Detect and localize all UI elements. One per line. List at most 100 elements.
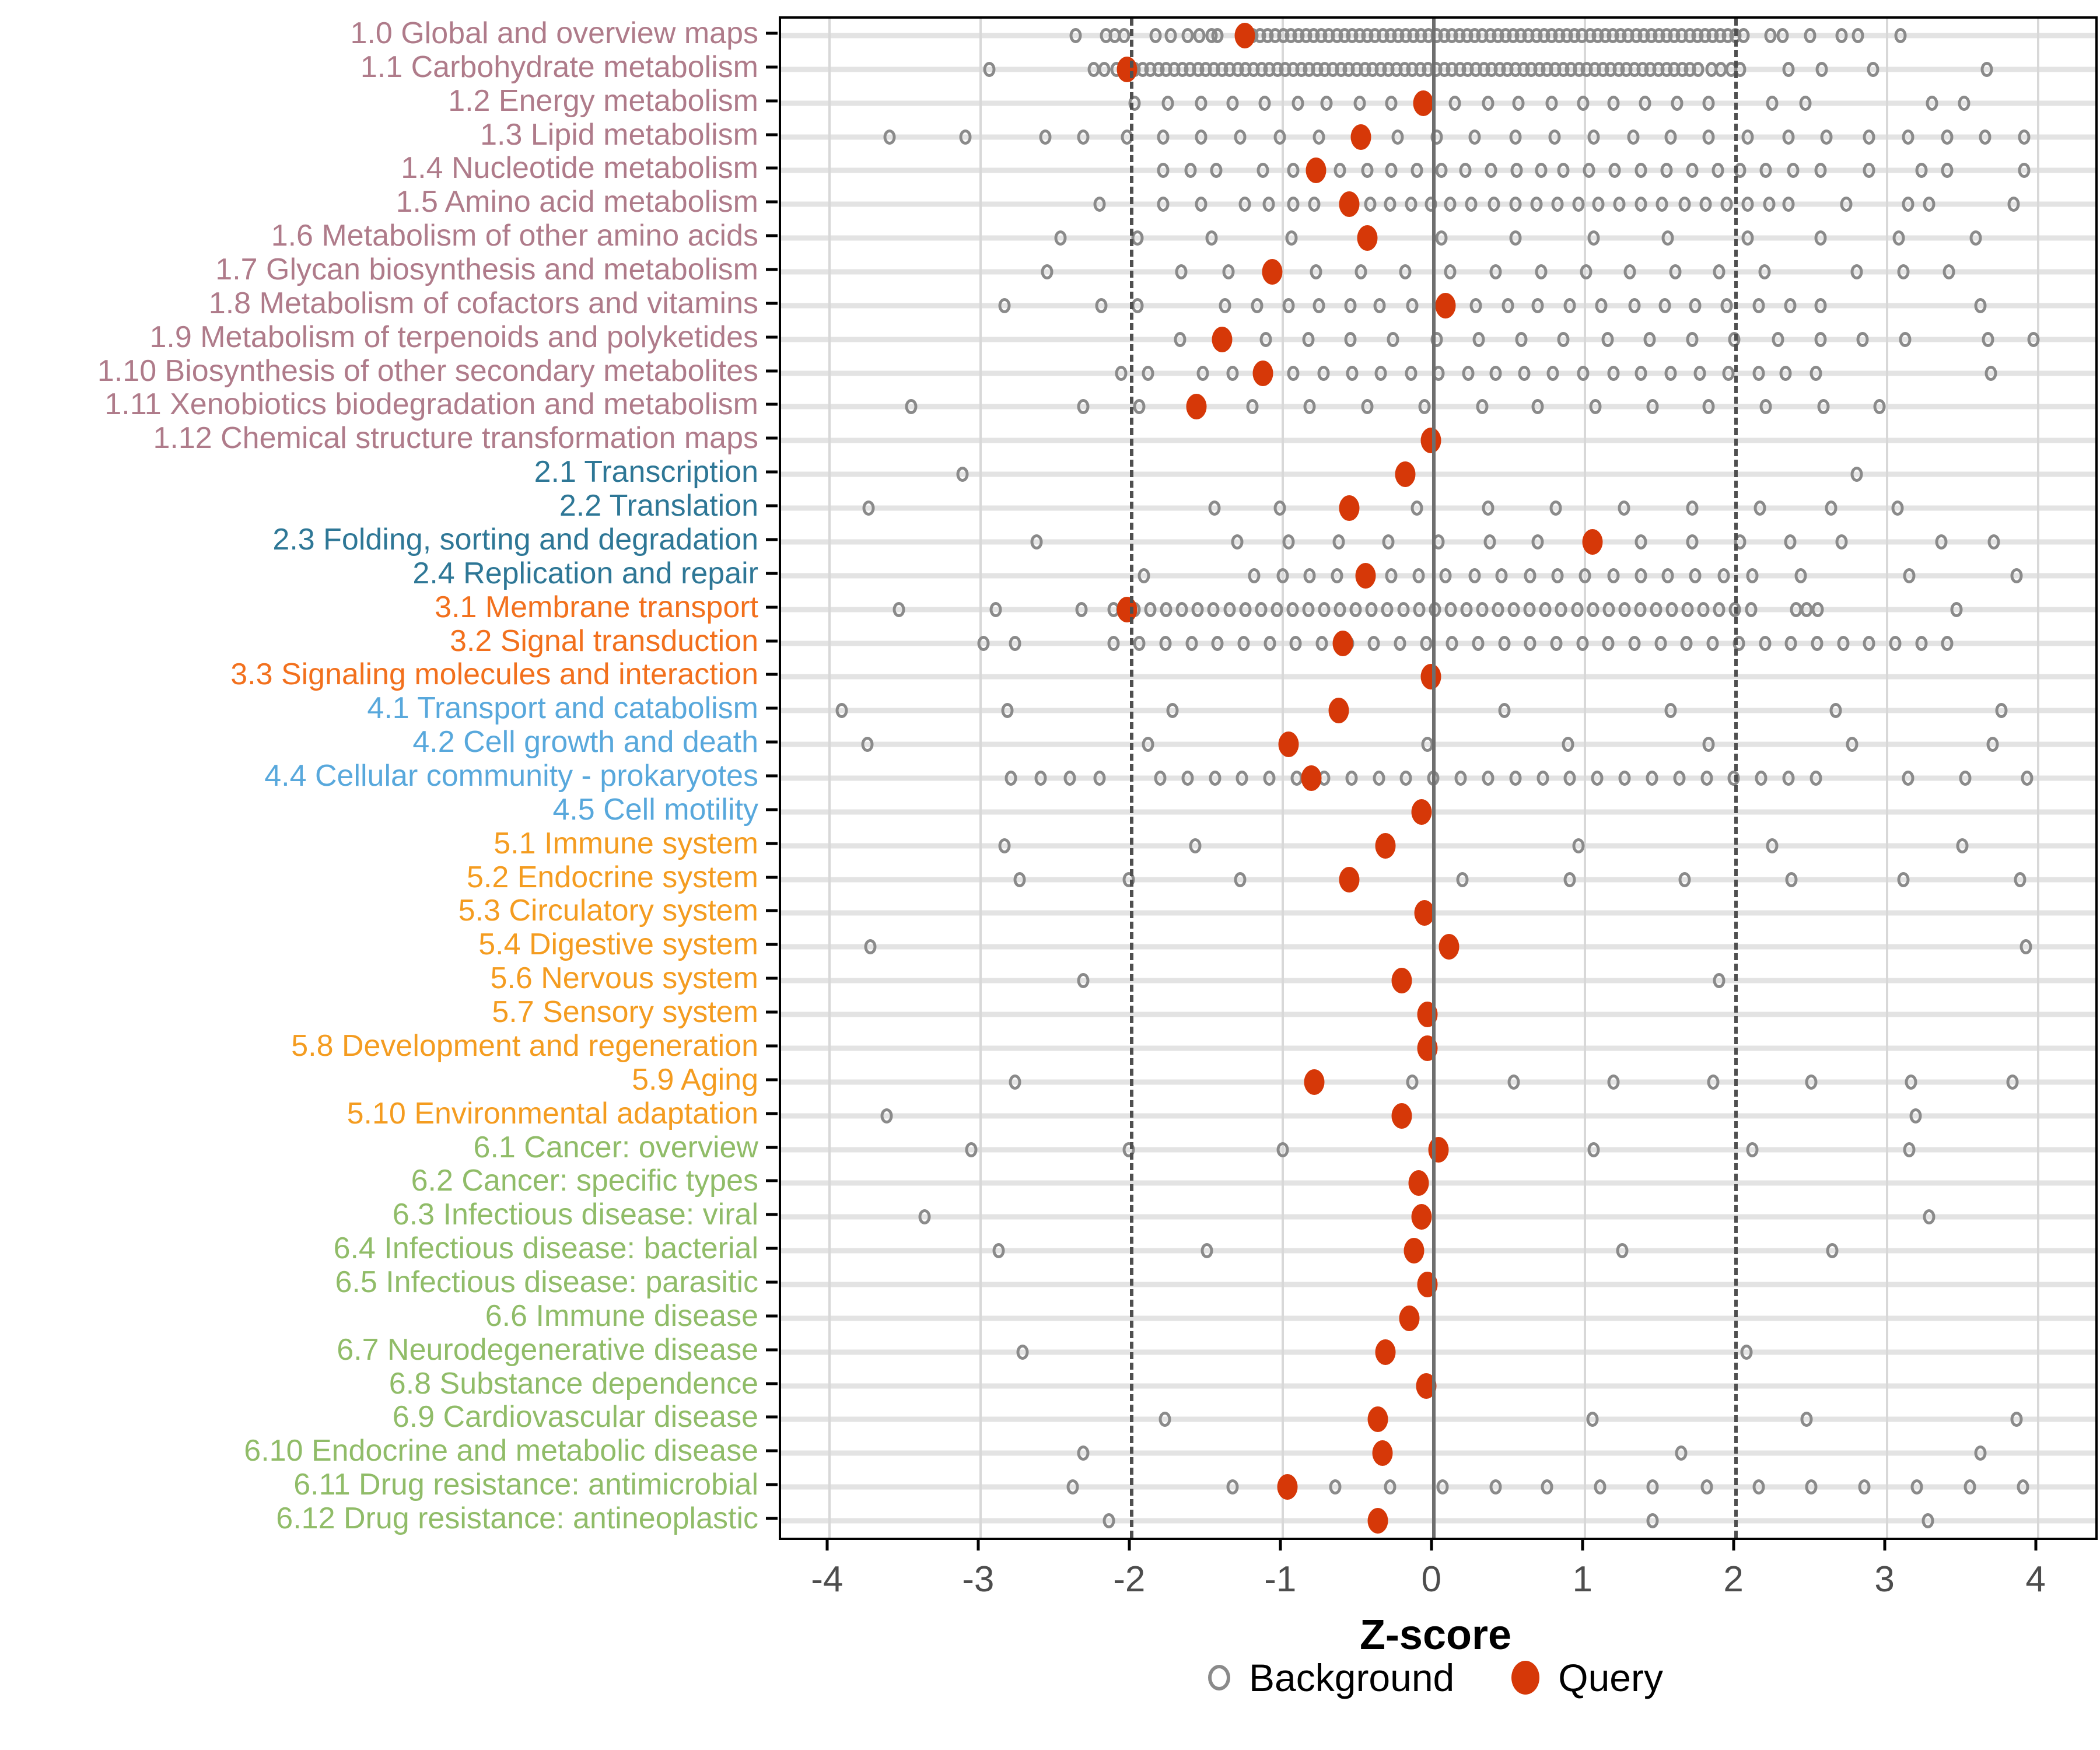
row-guide-line — [781, 1315, 2095, 1321]
background-dot — [1915, 163, 1928, 178]
background-dot — [1374, 365, 1387, 381]
background-dot — [1251, 298, 1264, 313]
background-dot — [1982, 331, 1994, 347]
background-dot — [1634, 601, 1647, 617]
background-dot — [1142, 365, 1154, 381]
background-dot — [1515, 331, 1528, 347]
y-axis-tick — [766, 335, 778, 339]
background-dot — [977, 635, 990, 651]
background-dot — [1009, 635, 1021, 651]
background-dot — [1535, 163, 1548, 178]
background-dot — [1282, 534, 1295, 550]
background-dot — [1746, 1142, 1759, 1157]
y-axis-label: 6.2 Cancer: specific types — [411, 1164, 758, 1198]
background-dot — [1980, 61, 1993, 77]
background-dot — [1531, 399, 1544, 415]
query-dot — [1395, 461, 1416, 488]
background-dot — [1713, 264, 1726, 279]
background-dot — [1974, 298, 1987, 313]
background-dot — [1292, 95, 1304, 111]
y-axis-tick — [766, 1483, 778, 1486]
background-dot — [1276, 568, 1289, 583]
background-dot — [1531, 534, 1544, 550]
background-dot — [1485, 163, 1497, 178]
background-dot — [1814, 230, 1827, 246]
background-dot — [1867, 61, 1880, 77]
background-dot — [1303, 568, 1316, 583]
row-guide-line — [781, 809, 2095, 815]
background-dot — [1974, 1446, 1987, 1461]
background-dot — [1435, 163, 1448, 178]
y-axis-tick — [766, 572, 778, 575]
background-dot — [1805, 1479, 1818, 1495]
background-dot — [1075, 601, 1088, 617]
background-dot — [1587, 601, 1600, 617]
background-dot — [1238, 197, 1251, 212]
background-dot — [1811, 635, 1824, 651]
background-dot — [1829, 703, 1842, 719]
background-dot — [1941, 129, 1954, 145]
row-guide-line — [781, 978, 2095, 984]
background-dot — [892, 601, 905, 617]
background-dot — [1142, 737, 1154, 752]
background-dot — [1577, 95, 1590, 111]
background-dot — [1095, 298, 1108, 313]
y-axis-label: 6.8 Substance dependence — [388, 1366, 758, 1401]
background-dot — [1439, 568, 1452, 583]
background-dot — [883, 129, 896, 145]
background-dot — [1950, 601, 1963, 617]
query-dot — [1413, 90, 1434, 116]
background-dot — [1766, 838, 1779, 853]
background-dot — [1572, 197, 1585, 212]
y-axis-label: 6.10 Endocrine and metabolic disease — [244, 1434, 758, 1468]
background-dot — [1536, 771, 1549, 786]
background-dot — [1405, 365, 1418, 381]
background-dot — [2014, 872, 2027, 887]
query-dot — [1186, 394, 1207, 420]
background-dot — [1286, 601, 1299, 617]
background-dot — [1287, 197, 1300, 212]
background-dot — [1039, 129, 1052, 145]
background-dot — [2010, 568, 2023, 583]
y-axis-tick — [766, 99, 778, 103]
background-dot — [1482, 501, 1494, 516]
background-dot — [1727, 771, 1740, 786]
background-dot — [1607, 365, 1620, 381]
background-dot — [2007, 197, 2020, 212]
background-dot — [965, 1142, 978, 1157]
y-axis-tick — [766, 234, 778, 237]
x-axis-tick — [1732, 1538, 1735, 1550]
background-dot — [1456, 872, 1469, 887]
y-axis-label: 2.1 Transcription — [534, 455, 758, 489]
y-axis-label: 5.1 Immune system — [494, 826, 758, 860]
gridline-x-1 — [1583, 19, 1586, 1538]
background-dot — [1373, 298, 1385, 313]
y-axis-label: 1.5 Amino acid metabolism — [396, 185, 758, 219]
background-dot — [1669, 264, 1682, 279]
background-dot — [905, 399, 918, 415]
background-dot — [1509, 197, 1522, 212]
query-dot — [1278, 732, 1299, 758]
row-guide-line — [781, 877, 2095, 883]
background-dot — [1583, 163, 1595, 178]
x-axis-tick — [977, 1538, 980, 1550]
background-dot — [1784, 635, 1797, 651]
y-axis-tick — [766, 1517, 778, 1520]
background-dot — [1273, 129, 1286, 145]
row-guide-line — [781, 471, 2095, 477]
y-axis-label: 1.4 Nucleotide metabolism — [401, 151, 758, 186]
gridline-x--3 — [979, 19, 982, 1538]
query-dot — [1355, 562, 1376, 589]
row-guide-line — [781, 1180, 2095, 1186]
background-dot — [1219, 298, 1231, 313]
background-dot — [1840, 197, 1853, 212]
background-dot — [1231, 534, 1244, 550]
background-dot — [1546, 365, 1559, 381]
row-guide-line — [781, 1214, 2095, 1220]
background-dot — [1675, 1446, 1688, 1461]
y-axis-tick — [766, 65, 778, 69]
background-dot — [992, 1243, 1005, 1259]
background-dot — [1811, 601, 1824, 617]
legend: Background Query — [1208, 1656, 1663, 1700]
background-dot — [1211, 635, 1224, 651]
